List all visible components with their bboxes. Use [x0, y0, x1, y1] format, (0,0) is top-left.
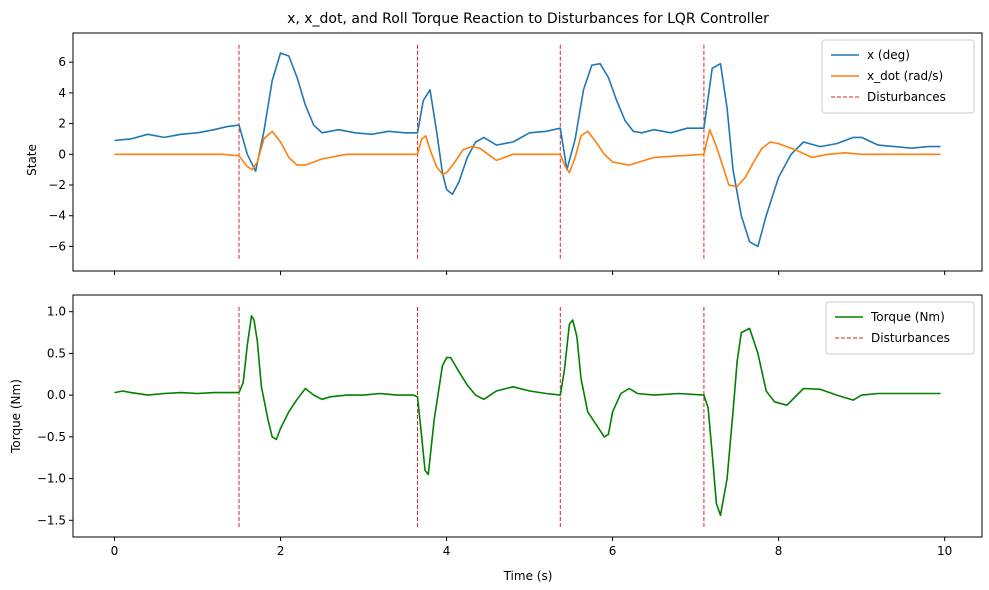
bottom-y-tick-label: −1.5	[37, 513, 66, 527]
bottom-plot-area: 0 2 4 6 8 10 −1.5 −1.0 −0.5 0.0 0.5 1.0 Torque (Nm) D…	[37, 294, 983, 558]
top-legend-label: Disturbances	[867, 90, 946, 104]
bottom-x-tick-label: 2	[277, 544, 285, 558]
chart-title: x, x_dot, and Roll Torque Reaction to Di…	[287, 11, 769, 27]
top-series-line-1	[114, 52, 941, 248]
bottom-legend-label: Disturbances	[871, 331, 950, 345]
bottom-y-axis-label: Torque (Nm)	[9, 379, 23, 454]
bottom-y-tick-label: 1.0	[47, 305, 66, 319]
top-plot-area: −6 −4 −2 0 2 4 6 x (deg) x_dot (rad/s) Disturbanc…	[48, 32, 983, 275]
top-y-tick-label: −6	[48, 239, 66, 253]
bottom-y-tick-label: 0.5	[47, 346, 66, 360]
top-legend: x (deg) x_dot (rad/s) Disturbances	[821, 39, 975, 114]
bottom-x-tick-label: 4	[443, 544, 451, 558]
top-legend-label: x_dot (rad/s)	[867, 69, 943, 83]
bottom-x-tick-label: 6	[609, 544, 617, 558]
top-y-tick-label: −2	[48, 178, 66, 192]
bottom-y-tick-label: 0.0	[47, 388, 66, 402]
top-y-tick-label: −4	[48, 209, 66, 223]
top-series-line-2	[114, 128, 941, 188]
top-axes-frame	[72, 32, 983, 272]
bottom-legend-box	[825, 301, 975, 355]
bottom-legend: Torque (Nm) Disturbances	[825, 301, 975, 355]
bottom-axes-frame	[72, 294, 983, 538]
bottom-x-tick-label: 0	[111, 544, 119, 558]
top-y-tick-label: 0	[58, 147, 66, 161]
bottom-x-tick-label: 10	[937, 544, 952, 558]
top-y-tick-label: 2	[58, 117, 66, 131]
bottom-series-line-1	[114, 315, 941, 517]
bottom-legend-label: Torque (Nm)	[870, 310, 945, 324]
top-y-axis-label: State	[25, 144, 39, 176]
top-legend-box	[821, 39, 975, 114]
bottom-y-tick-label: −1.0	[37, 472, 66, 486]
bottom-x-tick-label: 8	[775, 544, 783, 558]
bottom-y-tick-label: −0.5	[37, 430, 66, 444]
top-y-tick-label: 6	[58, 55, 66, 69]
top-y-tick-label: 4	[58, 86, 66, 100]
top-legend-label: x (deg)	[867, 48, 910, 62]
x-axis-label: Time (s)	[503, 569, 553, 583]
